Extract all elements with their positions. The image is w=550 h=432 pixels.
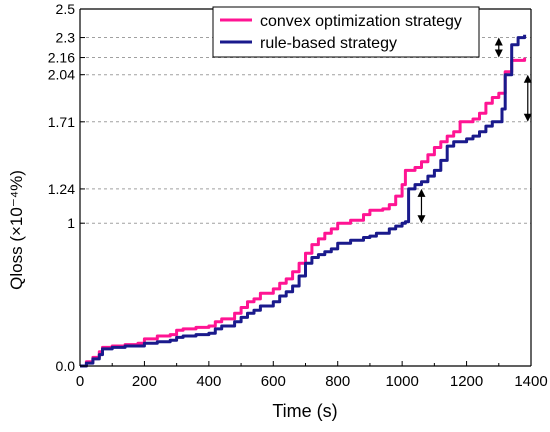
x-tick-label-1: 200	[132, 373, 157, 390]
legend: convex optimization strategy rule-based …	[212, 6, 480, 58]
x-tick-label-5: 1000	[385, 373, 418, 390]
difference-arrowhead-top-2	[523, 74, 532, 83]
series-line-1	[80, 34, 527, 368]
difference-arrowhead-bottom-2	[523, 113, 532, 122]
x-tick-label-7: 1400	[514, 373, 547, 390]
y-tick-label-2: 1.24	[48, 181, 75, 197]
axes	[79, 8, 532, 367]
y-tick-label-6: 2.3	[56, 30, 76, 46]
y-tick-label-4: 2.04	[48, 67, 75, 83]
series-line-0	[80, 57, 527, 368]
x-tick-label-3: 600	[261, 373, 286, 390]
y-tick-label-3: 1.71	[48, 114, 75, 130]
y-axis-ticks: 0.0 1 1.24 1.71 2.042.16 2.3 2.5	[48, 1, 85, 374]
legend-label-convex: convex optimization strategy	[260, 13, 462, 30]
y-tick-label-1: 1	[67, 215, 75, 231]
y-axis-label: Qloss (×10⁻⁴%)	[7, 170, 26, 290]
legend-box	[212, 6, 480, 58]
y-tick-label-7: 2.5	[56, 1, 76, 17]
x-tick-label-2: 400	[196, 373, 221, 390]
difference-arrowhead-bottom-0	[417, 215, 426, 224]
y-tick-label-0: 0.0	[56, 358, 76, 374]
reference-lines	[80, 37, 531, 224]
legend-label-rule: rule-based strategy	[260, 35, 397, 52]
difference-annotations	[417, 37, 532, 224]
x-axis-label: Time (s)	[272, 401, 337, 421]
difference-arrowhead-bottom-1	[494, 49, 503, 58]
difference-arrowhead-top-1	[494, 37, 503, 46]
x-axis-ticks: 0 200 400 600 800 1000 1200 1400	[76, 361, 548, 390]
x-tick-label-6: 1200	[450, 373, 483, 390]
x-tick-label-0: 0	[76, 373, 84, 390]
series-layer	[80, 34, 527, 368]
x-tick-label-4: 800	[325, 373, 350, 390]
y-tick-label-5: 2.16	[48, 50, 75, 66]
difference-arrowhead-top-0	[417, 188, 426, 197]
